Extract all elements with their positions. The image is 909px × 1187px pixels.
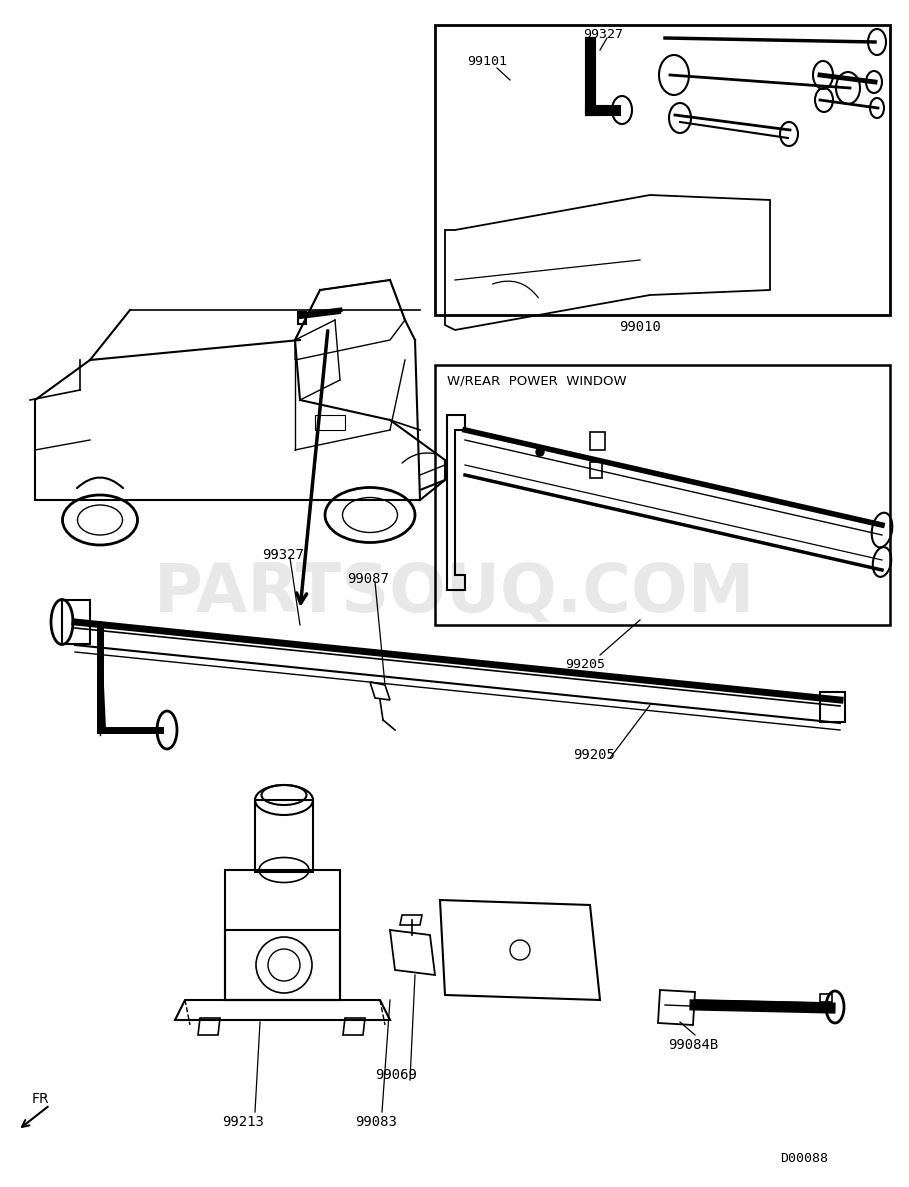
Text: W/REAR  POWER  WINDOW: W/REAR POWER WINDOW: [447, 375, 626, 388]
Text: PARTSOUQ.COM: PARTSOUQ.COM: [154, 560, 755, 627]
Bar: [820, 994, 832, 1002]
Text: 99205: 99205: [573, 748, 614, 762]
Text: 99101: 99101: [467, 55, 507, 68]
Text: 99327: 99327: [583, 28, 623, 42]
Text: FR: FR: [32, 1092, 50, 1106]
Bar: [435, 25, 890, 315]
Text: 99084B: 99084B: [668, 1037, 718, 1052]
Text: 99213: 99213: [222, 1115, 264, 1129]
Text: 99327: 99327: [262, 548, 304, 561]
Bar: [298, 312, 306, 324]
Bar: [62, 599, 90, 645]
Bar: [435, 364, 890, 626]
Text: 99010: 99010: [619, 320, 661, 334]
Bar: [225, 870, 340, 999]
Text: 99087: 99087: [347, 572, 389, 586]
Bar: [590, 462, 602, 478]
Bar: [590, 432, 605, 450]
Bar: [225, 929, 340, 999]
Text: D00088: D00088: [780, 1153, 828, 1164]
Bar: [315, 415, 345, 430]
Text: 99205: 99205: [565, 658, 605, 671]
Bar: [820, 692, 845, 722]
Bar: [255, 800, 313, 872]
Text: 99069: 99069: [375, 1068, 417, 1083]
Circle shape: [536, 447, 544, 456]
Text: 99083: 99083: [355, 1115, 397, 1129]
